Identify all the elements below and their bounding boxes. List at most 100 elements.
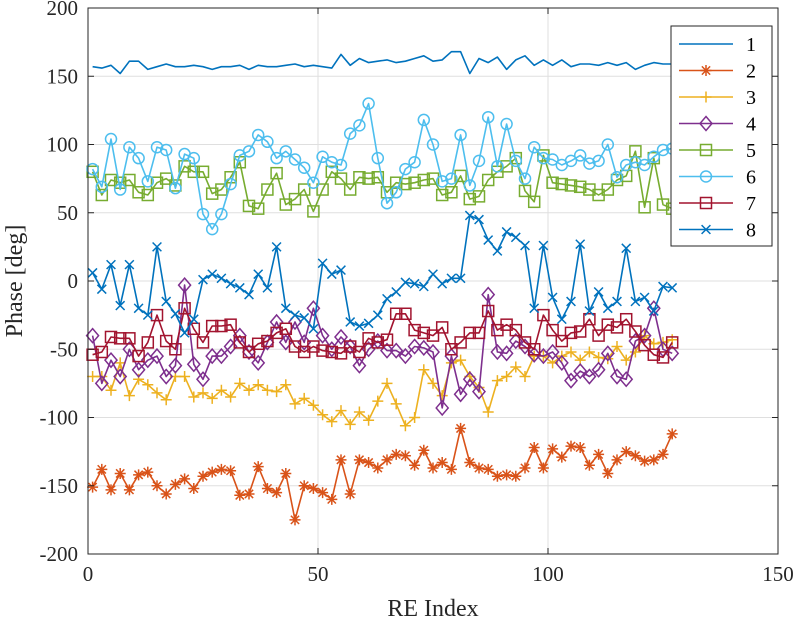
square-marker bbox=[371, 171, 385, 184]
square-marker bbox=[555, 177, 569, 191]
circle-marker bbox=[509, 154, 523, 168]
circle-marker bbox=[527, 140, 541, 154]
square-marker bbox=[362, 332, 375, 345]
series-line bbox=[92, 307, 673, 359]
asterisk-marker bbox=[280, 467, 292, 479]
diamond-marker bbox=[186, 356, 201, 373]
square-marker bbox=[656, 351, 670, 364]
plus-marker bbox=[105, 384, 117, 396]
square-marker bbox=[472, 326, 486, 340]
asterisk-marker bbox=[510, 470, 522, 482]
asterisk-marker bbox=[243, 488, 255, 500]
asterisk-marker bbox=[418, 444, 430, 456]
circle-marker bbox=[159, 143, 173, 157]
asterisk-marker bbox=[271, 487, 283, 499]
square-marker bbox=[270, 326, 283, 340]
square-marker bbox=[518, 336, 532, 349]
x-marker bbox=[372, 310, 383, 321]
asterisk-marker bbox=[344, 488, 356, 500]
square-marker bbox=[500, 160, 513, 173]
y-axis-title: Phase [deg] bbox=[2, 225, 28, 338]
asterisk-marker bbox=[206, 466, 218, 478]
square-marker bbox=[481, 173, 495, 187]
plus-marker bbox=[363, 414, 375, 426]
x-marker bbox=[556, 314, 567, 325]
x-marker bbox=[658, 281, 668, 292]
x-marker bbox=[538, 240, 549, 251]
plus-marker bbox=[142, 379, 154, 391]
square-marker bbox=[113, 332, 127, 345]
circle-marker bbox=[619, 158, 633, 172]
x-marker bbox=[87, 267, 98, 278]
circle-marker bbox=[187, 151, 201, 165]
legend-label: 2 bbox=[746, 61, 756, 83]
x-marker bbox=[207, 269, 218, 280]
square-marker bbox=[454, 169, 467, 183]
circle-marker bbox=[537, 151, 550, 165]
square-marker bbox=[307, 340, 320, 353]
asterisk-marker bbox=[169, 478, 181, 490]
square-marker bbox=[205, 319, 219, 333]
asterisk-marker bbox=[537, 462, 549, 474]
square-marker bbox=[408, 323, 421, 337]
asterisk-marker bbox=[593, 448, 605, 460]
square-marker bbox=[316, 344, 329, 357]
circle-marker bbox=[343, 127, 357, 140]
circle-marker bbox=[564, 154, 578, 168]
plus-marker bbox=[188, 391, 200, 403]
asterisk-marker bbox=[473, 462, 485, 474]
plus-marker bbox=[261, 384, 273, 396]
diamond-marker bbox=[610, 368, 624, 385]
circle-marker bbox=[445, 172, 458, 185]
diamond-marker bbox=[426, 343, 440, 361]
asterisk-marker bbox=[629, 450, 641, 462]
diamond-marker bbox=[591, 361, 606, 378]
asterisk-marker bbox=[556, 451, 568, 463]
asterisk-marker bbox=[142, 466, 154, 478]
plus-marker bbox=[307, 399, 319, 411]
x-marker bbox=[391, 286, 402, 297]
asterisk-marker bbox=[565, 440, 577, 452]
square-marker bbox=[555, 334, 569, 348]
x-tick-label: 0 bbox=[83, 562, 94, 586]
square-marker bbox=[527, 343, 541, 356]
asterisk-marker bbox=[436, 457, 448, 469]
series-layer bbox=[85, 50, 680, 526]
plus-marker bbox=[418, 364, 430, 376]
circle-marker bbox=[196, 207, 210, 221]
square-marker bbox=[251, 337, 265, 351]
asterisk-marker bbox=[353, 454, 365, 466]
plus-marker bbox=[271, 386, 283, 398]
series-line bbox=[91, 214, 673, 334]
diamond-marker bbox=[462, 371, 477, 388]
x-marker bbox=[317, 258, 328, 269]
circle-marker bbox=[647, 150, 661, 164]
series-line bbox=[91, 150, 673, 213]
asterisk-marker bbox=[289, 514, 301, 526]
circle-marker bbox=[472, 154, 486, 168]
circle-marker bbox=[261, 135, 274, 149]
diamond-marker bbox=[665, 345, 680, 362]
circle-marker bbox=[454, 128, 467, 142]
circle-marker bbox=[251, 128, 265, 142]
x-marker bbox=[115, 300, 126, 311]
diamond-marker bbox=[545, 343, 560, 361]
diamond-marker bbox=[407, 338, 422, 355]
square-marker bbox=[481, 304, 495, 318]
plus-marker bbox=[289, 398, 301, 410]
plus-marker bbox=[390, 398, 402, 410]
series-line bbox=[92, 334, 673, 427]
square-marker bbox=[380, 333, 394, 346]
asterisk-marker bbox=[215, 463, 227, 475]
circle-marker bbox=[491, 160, 504, 173]
asterisk-marker bbox=[491, 470, 503, 482]
x-marker bbox=[234, 282, 245, 293]
square-marker bbox=[699, 196, 713, 210]
circle-marker bbox=[353, 119, 366, 132]
square-marker bbox=[610, 321, 624, 334]
plus-marker bbox=[335, 405, 347, 417]
diamond-marker bbox=[699, 115, 713, 132]
square-marker bbox=[619, 312, 633, 326]
plus-marker bbox=[611, 341, 623, 353]
x-marker bbox=[271, 241, 282, 252]
